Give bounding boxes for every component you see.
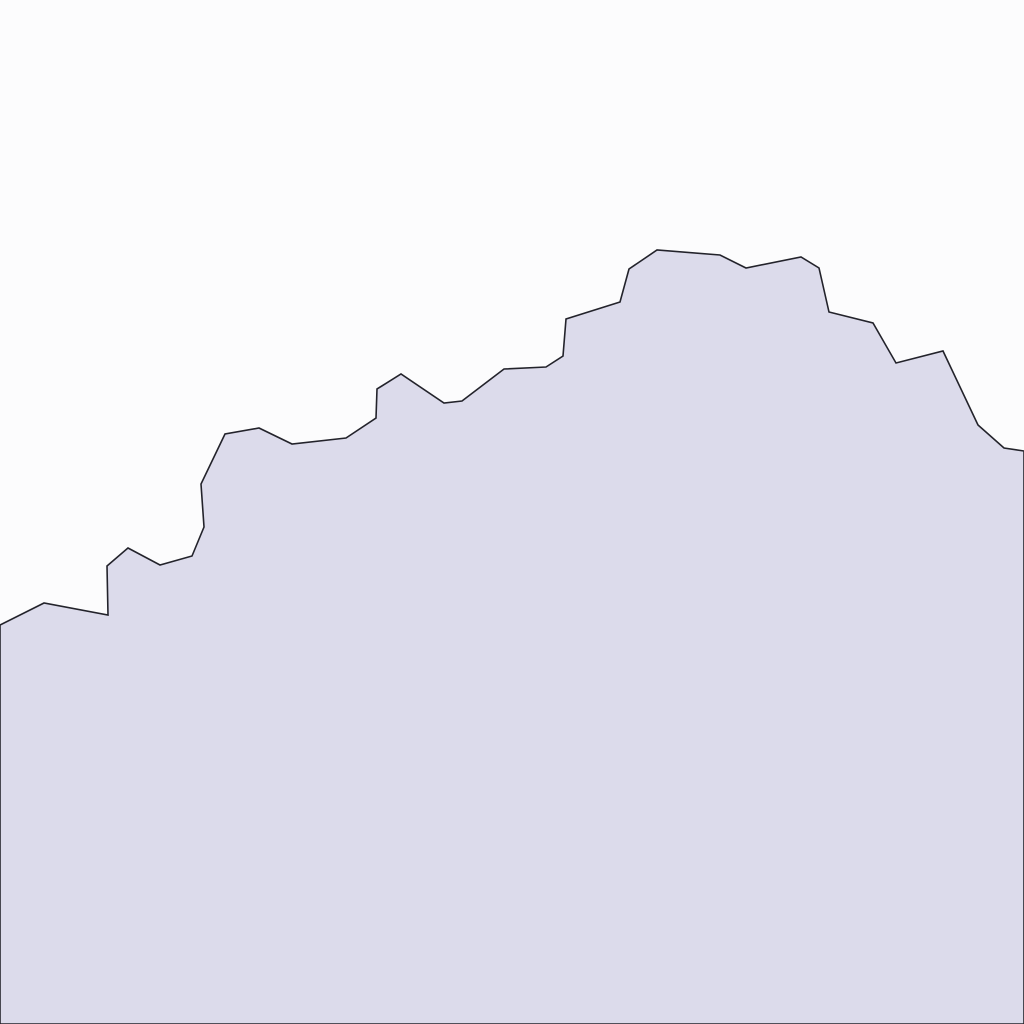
land-region[interactable] — [0, 249, 1024, 1024]
